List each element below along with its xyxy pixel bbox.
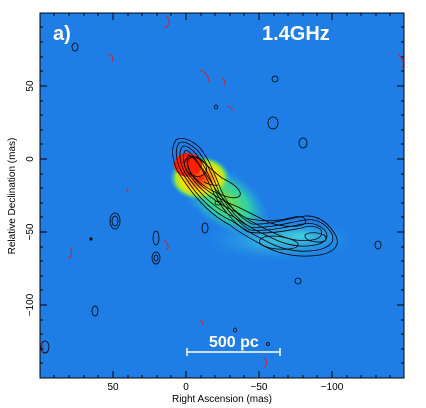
negative-contours (40, 15, 404, 369)
axis-ticks (40, 13, 404, 378)
y-tick-label: 50 (25, 80, 36, 92)
isolated-positive-contours (40, 42, 382, 354)
x-axis-title: Right Ascension (mas) (172, 394, 272, 405)
x-tick-label: −100 (321, 382, 344, 393)
positive-contours (172, 138, 338, 257)
x-tick-label: −50 (251, 382, 268, 393)
plot-frame (39, 12, 405, 379)
panel-label: a) (53, 23, 71, 45)
y-axis-title: Relative Declination (mas) (7, 138, 18, 255)
y-tick-label: −100 (25, 293, 36, 316)
scale-bar (186, 348, 281, 356)
x-tick-label: 50 (107, 382, 119, 393)
frequency-label: 1.4GHz (262, 23, 330, 45)
radio-source-emission (40, 15, 404, 369)
scale-bar-label: 500 pc (209, 334, 259, 351)
y-tick-label: 0 (25, 156, 36, 162)
y-tick-label: −50 (25, 223, 36, 240)
x-tick-label: 0 (183, 382, 189, 393)
